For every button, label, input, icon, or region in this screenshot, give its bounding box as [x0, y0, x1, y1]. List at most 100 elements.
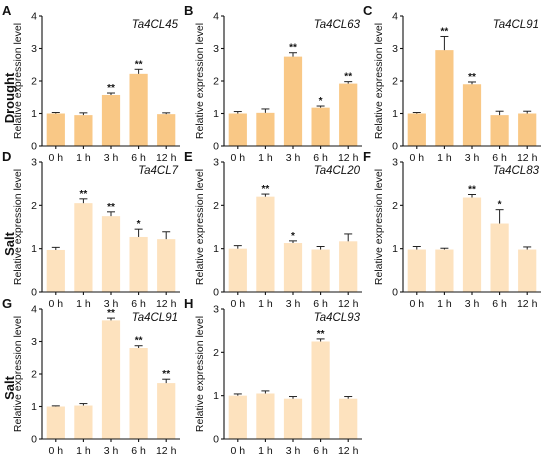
bar-c-2	[462, 84, 482, 146]
y-tick-label-d-3: 3	[31, 157, 37, 169]
x-tick-label-h-3: 6 h	[313, 445, 328, 454]
x-tick-label-d-1: 1 h	[76, 298, 91, 310]
y-tick-label-a-4: 4	[31, 11, 37, 23]
x-tick-label-a-0: 0 h	[48, 152, 63, 164]
row-label-salt-1: Salt	[2, 231, 17, 256]
bar-e-0	[228, 248, 247, 292]
y-tick-label-c-3: 3	[392, 43, 398, 55]
y-tick-label-h-1: 1	[213, 390, 219, 402]
x-tick-label-e-0: 0 h	[230, 298, 245, 310]
bar-a-1	[74, 115, 93, 146]
bar-e-1	[256, 196, 275, 292]
x-tick-label-g-2: 3 h	[104, 445, 119, 454]
y-tick-label-e-0: 0	[213, 287, 219, 299]
x-tick-label-e-3: 6 h	[313, 298, 328, 310]
row-label-salt-2: Salt	[2, 375, 17, 400]
x-tick-label-g-1: 1 h	[76, 445, 91, 454]
bar-a-0	[46, 113, 65, 146]
significance-f-3: *	[498, 200, 502, 211]
y-tick-label-d-0: 0	[31, 287, 37, 299]
gene-title-c: Ta4CL91	[493, 19, 539, 31]
bar-e-3	[311, 249, 330, 292]
x-tick-label-a-4: 12 h	[156, 152, 177, 164]
bar-e-2	[283, 243, 303, 292]
y-tick-label-b-3: 3	[213, 43, 219, 55]
x-tick-label-d-4: 12 h	[156, 298, 177, 310]
x-tick-label-c-0: 0 h	[409, 152, 424, 164]
bar-a-4	[157, 114, 176, 146]
bar-b-0	[228, 113, 247, 146]
bar-c-3	[490, 115, 509, 146]
significance-f-2: **	[468, 185, 476, 196]
y-tick-label-c-2: 2	[392, 76, 398, 88]
panel-letter-a: A	[2, 3, 12, 18]
significance-d-1: **	[80, 189, 88, 200]
y-tick-label-e-3: 3	[213, 157, 219, 169]
y-tick-label-d-2: 2	[31, 200, 37, 212]
bar-f-4	[518, 249, 537, 292]
panel-letter-h: H	[184, 296, 193, 311]
y-axis-label-g: Relative expression level	[12, 316, 24, 432]
bar-c-0	[407, 113, 426, 146]
bar-f-3	[490, 223, 509, 292]
significance-a-2: **	[107, 83, 115, 94]
bar-g-1	[74, 405, 93, 439]
panel-letter-c: C	[363, 3, 373, 18]
x-tick-label-g-3: 6 h	[131, 445, 146, 454]
x-tick-label-f-3: 6 h	[492, 298, 507, 310]
y-tick-label-a-0: 0	[31, 141, 37, 153]
y-tick-label-a-2: 2	[31, 76, 37, 88]
x-tick-label-c-4: 12 h	[517, 152, 538, 164]
x-tick-label-g-0: 0 h	[48, 445, 63, 454]
gene-title-h: Ta4CL93	[314, 312, 361, 324]
bar-b-2	[283, 56, 303, 146]
y-tick-label-a-3: 3	[31, 43, 37, 55]
x-tick-label-g-4: 12 h	[156, 445, 177, 454]
x-tick-label-h-1: 1 h	[258, 445, 273, 454]
gene-title-a: Ta4CL45	[132, 19, 179, 31]
significance-c-2: **	[468, 72, 476, 83]
x-tick-label-b-2: 3 h	[286, 152, 301, 164]
y-tick-label-h-3: 3	[213, 304, 219, 316]
bar-b-1	[256, 112, 275, 146]
x-tick-label-h-2: 3 h	[286, 445, 301, 454]
significance-d-3: *	[137, 219, 141, 230]
bar-d-3	[129, 236, 148, 292]
y-tick-label-a-1: 1	[31, 108, 37, 120]
panel-letter-f: F	[363, 149, 371, 164]
y-tick-label-g-4: 4	[31, 304, 37, 316]
significance-b-3: *	[319, 96, 323, 107]
significance-a-3: **	[135, 59, 143, 70]
y-tick-label-f-3: 3	[392, 157, 398, 169]
y-axis-label-c: Relative expression level	[373, 23, 385, 139]
bar-d-2	[101, 216, 121, 292]
x-tick-label-e-1: 1 h	[258, 298, 273, 310]
bar-h-1	[256, 393, 275, 439]
bar-d-4	[157, 239, 176, 292]
x-tick-label-b-0: 0 h	[230, 152, 245, 164]
gene-title-d: Ta4CL7	[138, 165, 178, 177]
y-axis-label-b: Relative expression level	[194, 23, 206, 139]
y-tick-label-g-1: 1	[31, 401, 37, 413]
y-tick-label-b-4: 4	[213, 11, 219, 23]
panel-letter-b: B	[184, 3, 193, 18]
y-tick-label-b-1: 1	[213, 108, 219, 120]
x-tick-label-a-1: 1 h	[76, 152, 91, 164]
bar-h-4	[339, 398, 358, 439]
significance-g-2: **	[107, 308, 115, 319]
y-tick-label-g-2: 2	[31, 369, 37, 381]
bar-h-0	[228, 395, 247, 439]
bar-e-4	[339, 241, 358, 292]
x-tick-label-h-0: 0 h	[230, 445, 245, 454]
bar-a-2	[101, 94, 121, 146]
x-tick-label-c-2: 3 h	[465, 152, 480, 164]
bar-c-4	[518, 113, 537, 146]
y-axis-label-h: Relative expression level	[194, 316, 206, 432]
y-tick-label-c-0: 0	[392, 141, 398, 153]
